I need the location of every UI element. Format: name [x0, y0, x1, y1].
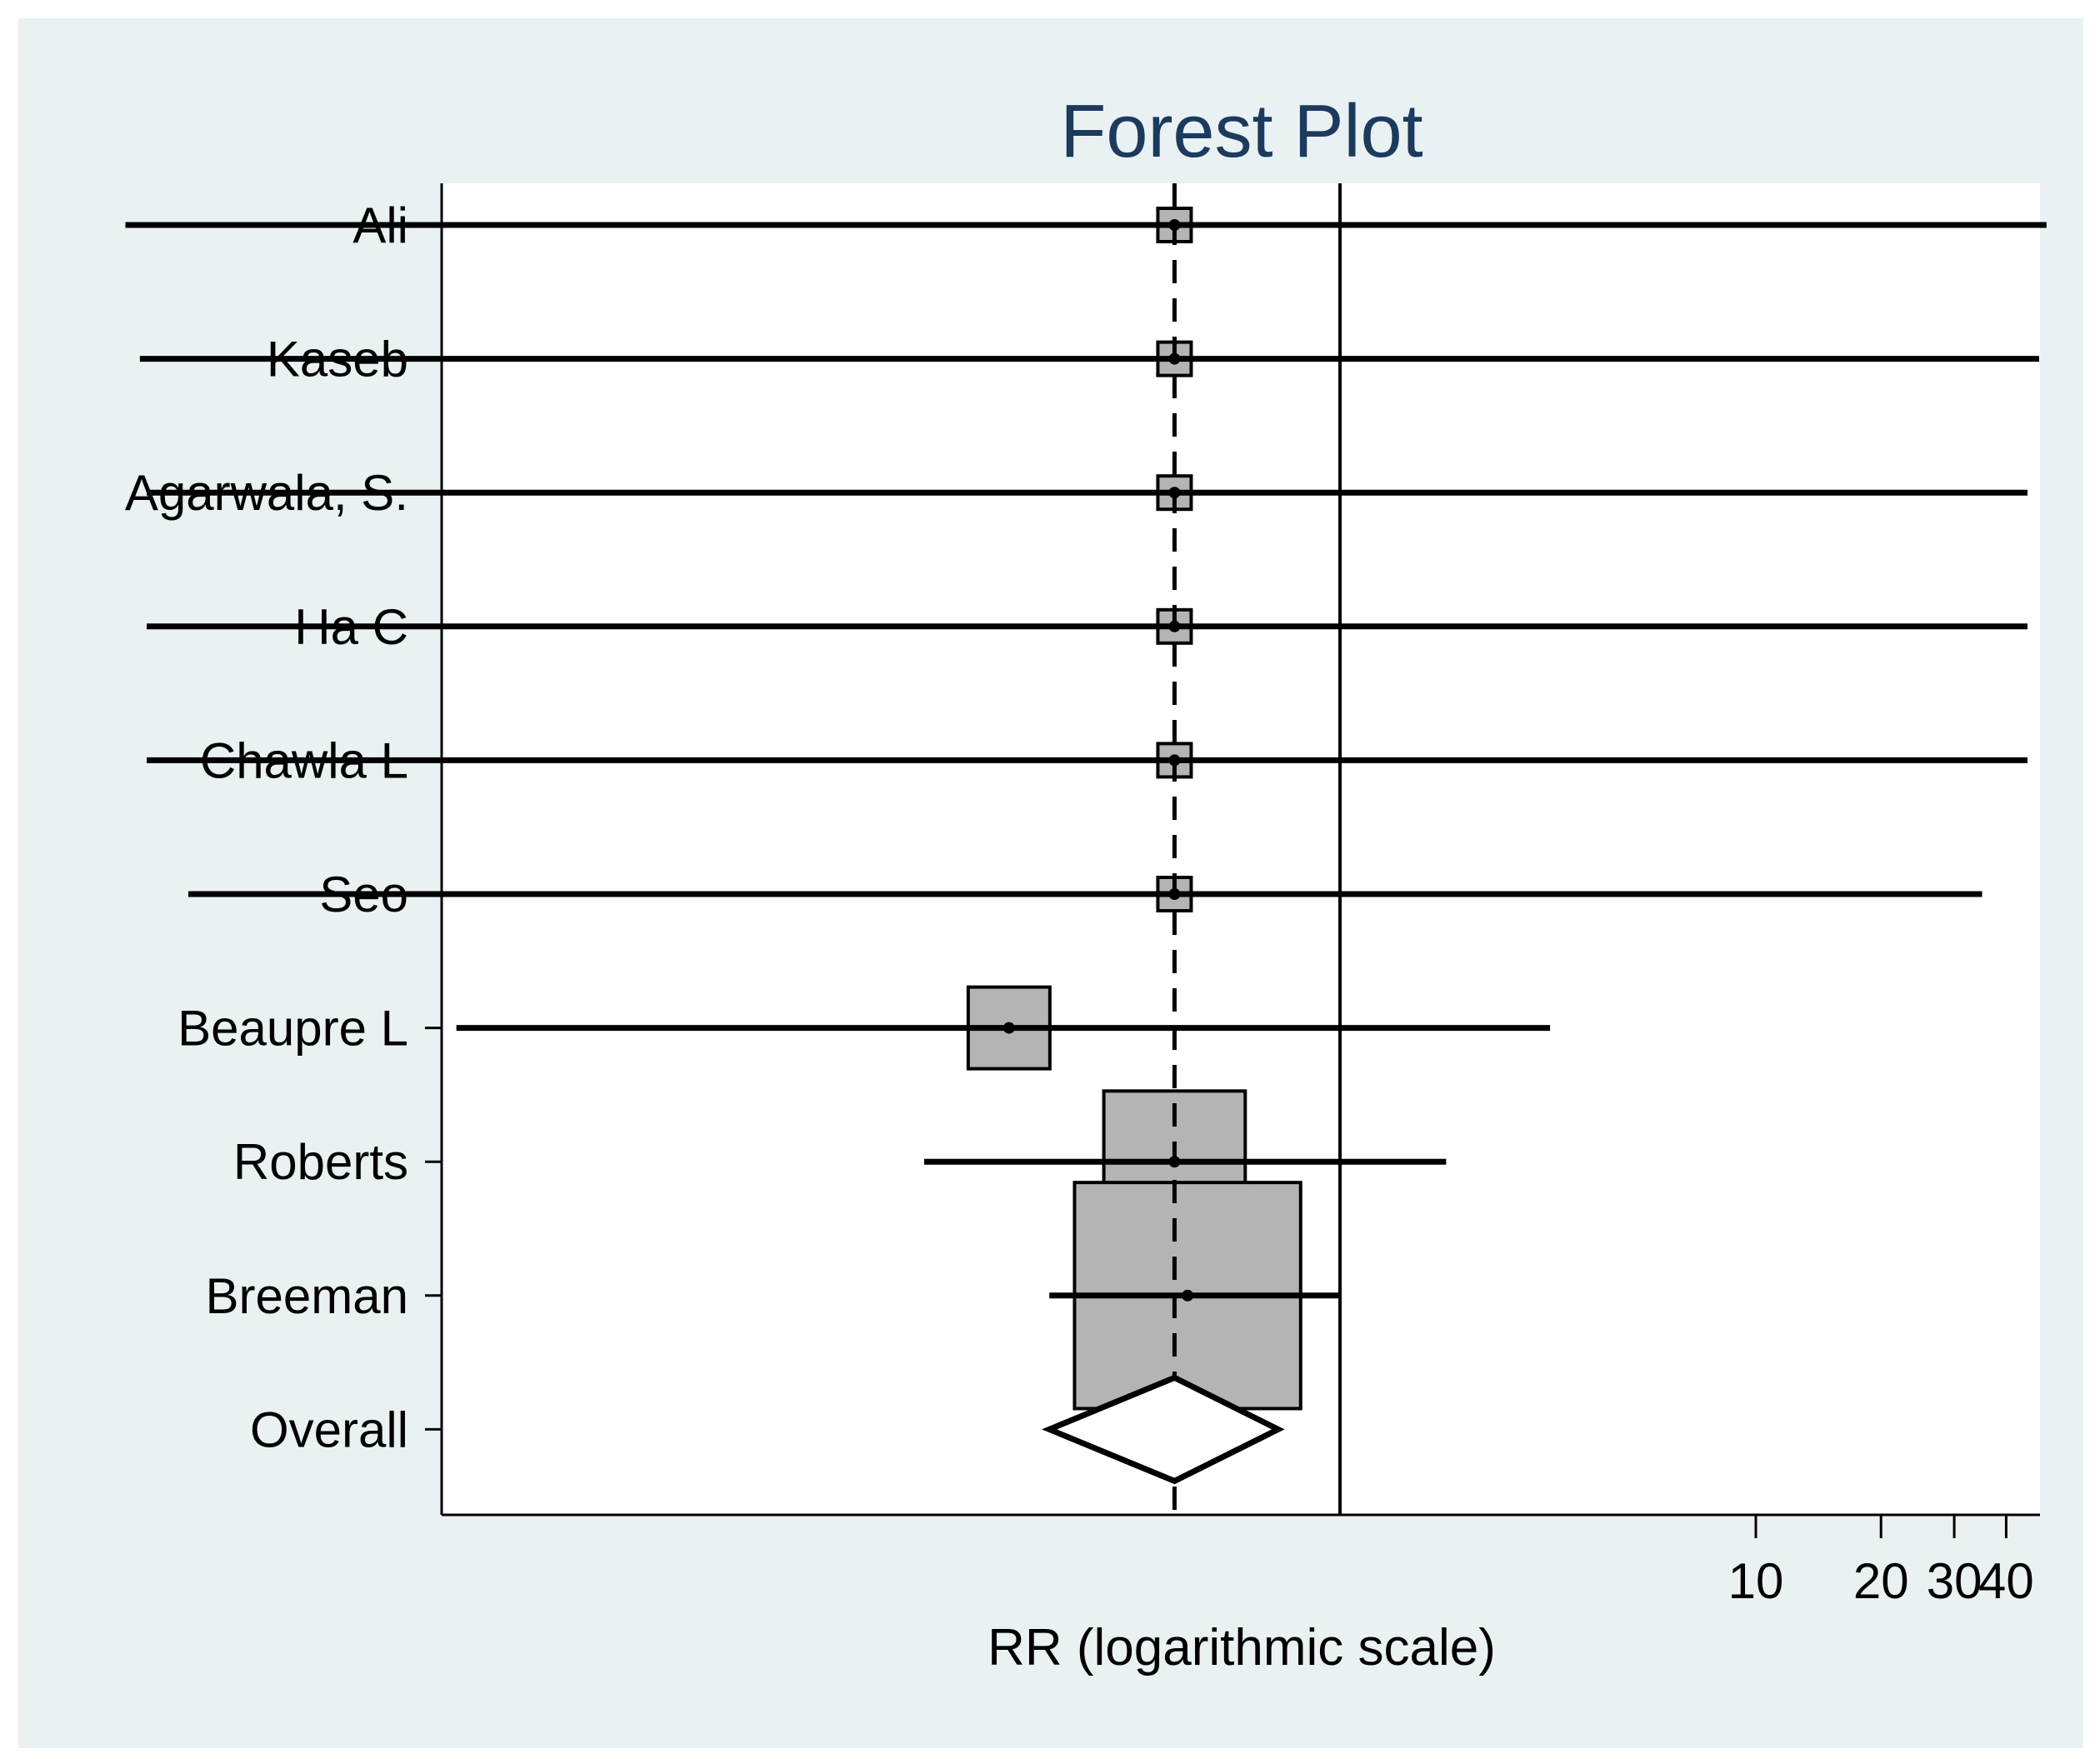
point-estimate	[1002, 1022, 1015, 1034]
point-estimate	[1182, 1289, 1194, 1302]
x-axis-label: RR (logarithmic scale)	[988, 1619, 1496, 1677]
study-label: Agarwala, S.	[125, 465, 408, 521]
point-estimate	[1168, 219, 1181, 231]
x-tick-label: 30	[1927, 1553, 1982, 1609]
study-label: Roberts	[233, 1134, 408, 1190]
point-estimate	[1168, 754, 1181, 767]
study-label: Ha C	[294, 599, 408, 655]
point-estimate	[1168, 888, 1181, 900]
study-label: Breeman	[206, 1268, 408, 1324]
study-label: Overall	[250, 1402, 408, 1457]
x-tick-label: 10	[1728, 1553, 1784, 1609]
point-estimate	[1168, 620, 1181, 632]
point-estimate	[1168, 1156, 1181, 1168]
study-label: Seo	[319, 867, 408, 922]
chart-title: Forest Plot	[1060, 90, 1422, 173]
study-label: Kaseb	[267, 332, 408, 387]
point-estimate	[1168, 487, 1181, 499]
point-estimate	[1168, 352, 1181, 365]
x-tick-label: 40	[1978, 1553, 2034, 1609]
study-label: Chawla L	[200, 732, 408, 788]
overall-diamond	[1042, 1374, 1285, 1485]
x-tick-label: 20	[1853, 1553, 1909, 1609]
study-label: Ali	[352, 197, 408, 253]
study-label: Beaupre L	[178, 1001, 408, 1057]
